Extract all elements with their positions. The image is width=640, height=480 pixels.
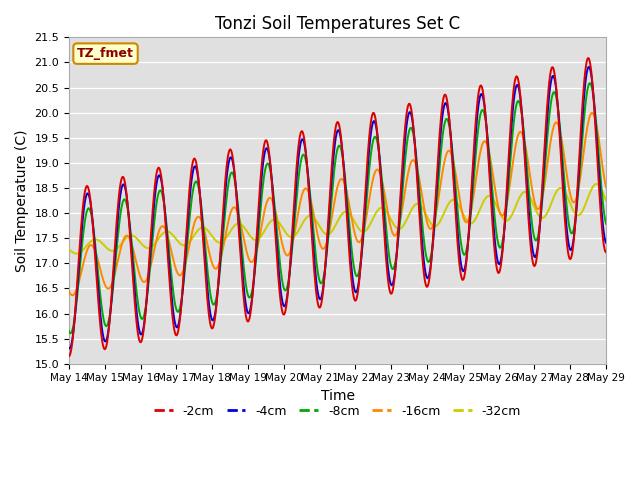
X-axis label: Time: Time (321, 389, 355, 403)
Legend: -2cm, -4cm, -8cm, -16cm, -32cm: -2cm, -4cm, -8cm, -16cm, -32cm (149, 400, 526, 423)
Title: Tonzi Soil Temperatures Set C: Tonzi Soil Temperatures Set C (215, 15, 460, 33)
Text: TZ_fmet: TZ_fmet (77, 47, 134, 60)
Y-axis label: Soil Temperature (C): Soil Temperature (C) (15, 129, 29, 272)
